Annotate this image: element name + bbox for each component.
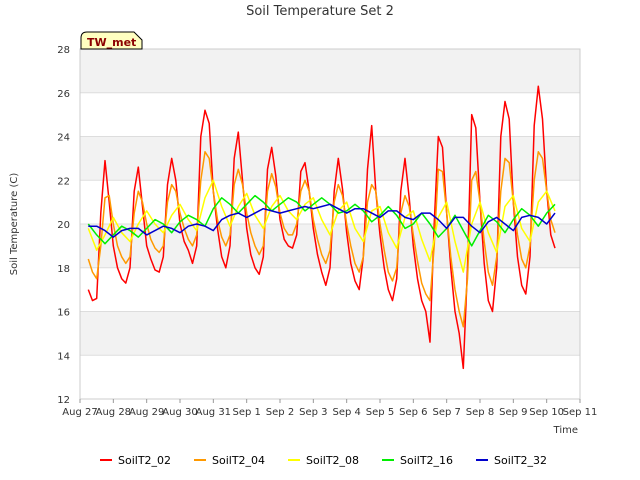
x-tick-label: Aug 28 — [96, 407, 131, 418]
series-line-soilt2_04 — [87, 151, 556, 328]
y-axis-ticks: 12 14 16 18 20 22 24 26 28 — [57, 45, 70, 406]
site-label: TW_met — [87, 36, 136, 49]
x-tick-label: Sep 8 — [466, 407, 494, 418]
plot-band — [80, 136, 580, 181]
plot-band — [80, 92, 580, 137]
x-tick-label: Sep 2 — [266, 407, 294, 418]
legend-label: SoilT2_32 — [494, 454, 547, 467]
site-label-box: TW_met — [80, 31, 143, 50]
legend-label: SoilT2_16 — [400, 454, 453, 467]
legend-item: SoilT2_32 — [476, 454, 547, 467]
series-lines — [87, 85, 556, 370]
y-tick-label: 20 — [57, 220, 70, 231]
plot-band — [80, 311, 580, 356]
legend-item: SoilT2_08 — [288, 454, 359, 467]
legend: SoilT2_02 SoilT2_04 SoilT2_08 SoilT2_16 Soil… — [100, 454, 547, 467]
plot-background — [80, 49, 580, 399]
y-tick-label: 24 — [57, 133, 70, 144]
y-tick-label: 16 — [57, 308, 70, 319]
x-tick-label: Sep 11 — [563, 407, 598, 418]
x-tick-label: Aug 29 — [129, 407, 164, 418]
x-tick-label: Sep 4 — [332, 407, 360, 418]
legend-label: SoilT2_02 — [118, 454, 171, 467]
y-axis-label: Soil Temperature (C) — [9, 173, 20, 276]
legend-label: SoilT2_04 — [212, 454, 265, 467]
plot-band — [80, 355, 580, 399]
x-tick-label: Sep 10 — [529, 407, 564, 418]
x-tick-label: Sep 3 — [299, 407, 327, 418]
plot-band — [80, 180, 580, 224]
x-tick-label: Aug 30 — [162, 407, 197, 418]
series-line-soilt2_32 — [88, 203, 556, 238]
plot-frame — [79, 48, 581, 400]
x-tick-label: Aug 27 — [62, 407, 97, 418]
y-tick-label: 18 — [57, 264, 70, 275]
y-tick-label: 12 — [57, 395, 70, 406]
plot-band — [80, 49, 580, 93]
y-tick-label: 26 — [57, 89, 70, 100]
x-tick-label: Sep 6 — [399, 407, 427, 418]
x-tick-label: Sep 9 — [499, 407, 527, 418]
x-axis-label: Time — [553, 425, 578, 436]
plot-band — [80, 267, 580, 312]
legend-item: SoilT2_02 — [100, 454, 171, 467]
x-tick-label: Aug 31 — [196, 407, 231, 418]
site-label-badge — [80, 31, 143, 50]
x-tick-label: Sep 5 — [366, 407, 394, 418]
legend-label: SoilT2_08 — [306, 454, 359, 467]
y-tick-label: 14 — [57, 351, 70, 362]
legend-item: SoilT2_04 — [194, 454, 265, 467]
legend-item: SoilT2_16 — [382, 454, 453, 467]
chart-title: Soil Temperature Set 2 — [246, 4, 394, 19]
y-tick-label: 22 — [57, 176, 70, 187]
y-tick-label: 28 — [57, 45, 70, 56]
x-tick-label: Sep 7 — [432, 407, 460, 418]
series-line-soilt2_02 — [87, 85, 556, 370]
x-tick-label: Sep 1 — [232, 407, 260, 418]
